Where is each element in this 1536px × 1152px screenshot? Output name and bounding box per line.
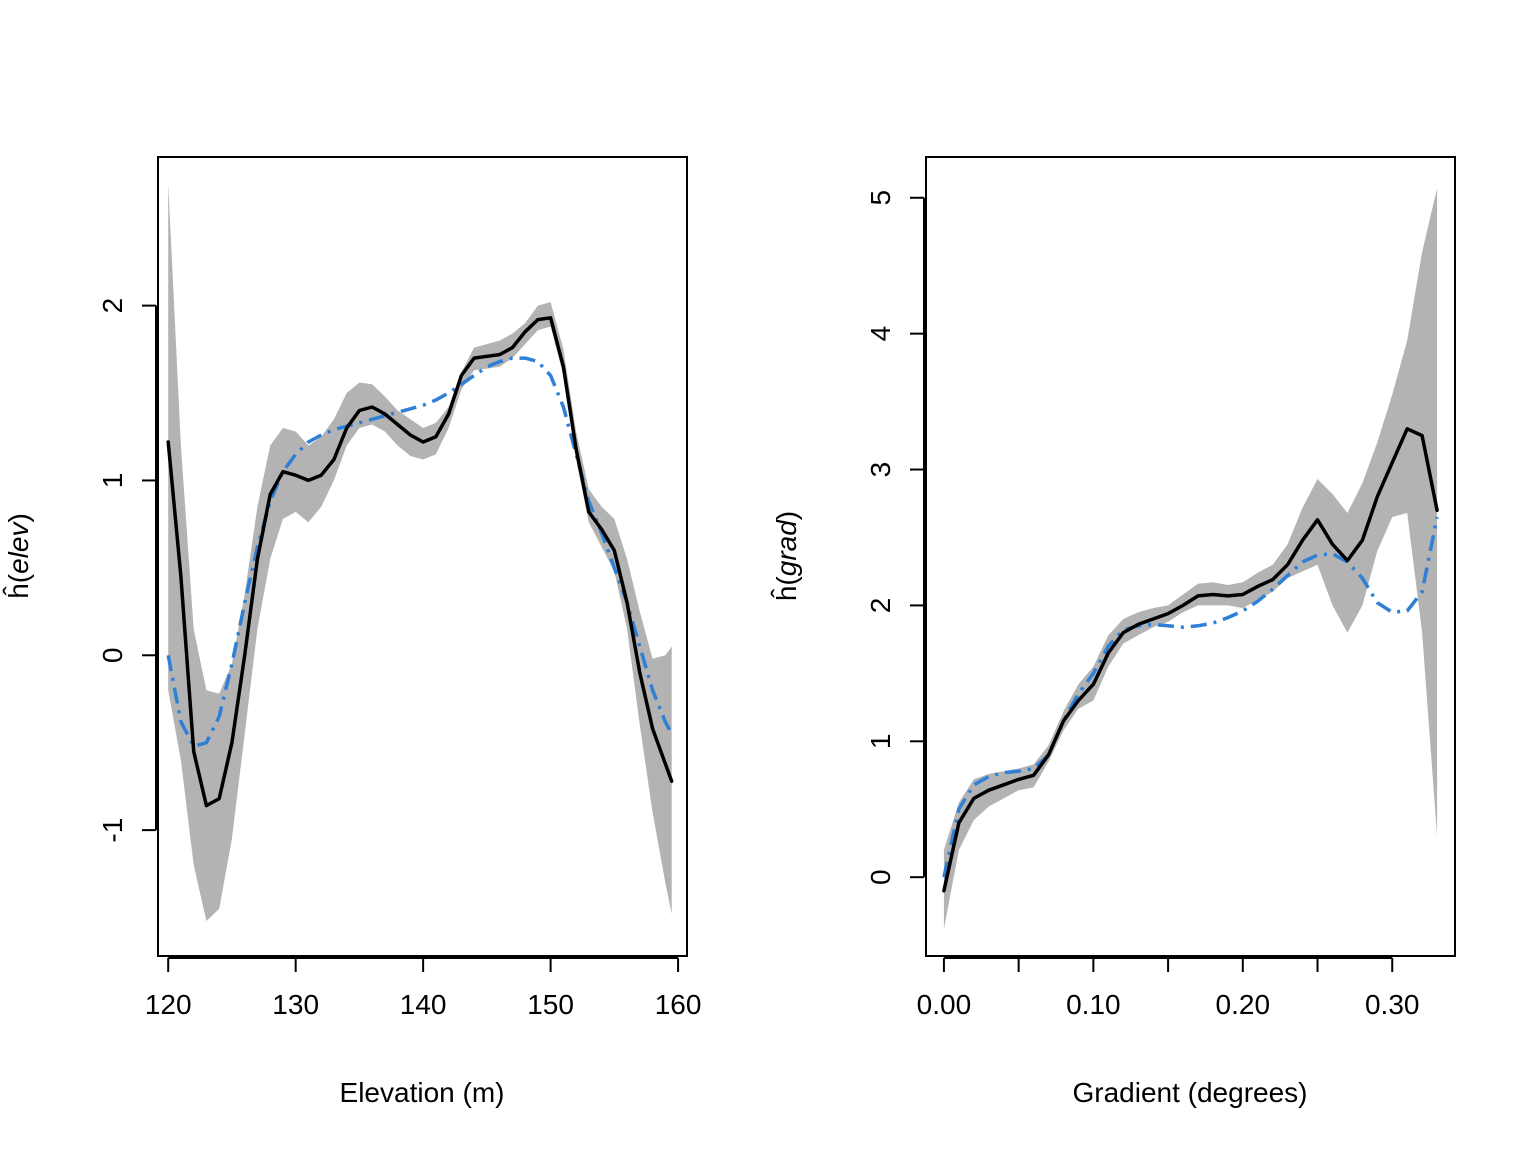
elevation-y-tick-label: 1 xyxy=(97,473,128,489)
elevation-x-tick-label: 130 xyxy=(272,989,319,1020)
gradient-y-tick-label: 5 xyxy=(865,190,896,206)
elevation-x-tick-label: 160 xyxy=(655,989,702,1020)
elevation-estimate-line xyxy=(166,316,674,808)
gradient-y-tick-label: 1 xyxy=(865,734,896,750)
elevation-y-tick-label: 2 xyxy=(97,298,128,314)
gradient-x-tick-label: 0.30 xyxy=(1365,989,1420,1020)
gradient-x-tick-label: 0.10 xyxy=(1066,989,1121,1020)
elevation-x-tick-label: 120 xyxy=(145,989,192,1020)
gradient-y-tick-label: 4 xyxy=(865,326,896,342)
gradient-axes: 0.00 0.10 0.20 0.30 0 1 2 3 4 5 xyxy=(865,190,1419,1020)
elevation-y-axis-title: ĥ(elev) xyxy=(2,513,34,599)
gradient-plot-frame xyxy=(925,156,1456,957)
gradient-y-axis-title: ĥ(grad) xyxy=(770,511,802,601)
elevation-y-tick-label: 0 xyxy=(97,647,128,663)
elevation-x-tick-label: 150 xyxy=(527,989,574,1020)
elevation-x-tick-label: 140 xyxy=(400,989,447,1020)
gradient-panel: 0.00 0.10 0.20 0.30 0 1 2 3 4 5 Gradient (degrees… xyxy=(770,156,1456,1108)
elevation-reference-line xyxy=(166,356,674,748)
gradient-y-tick-label: 0 xyxy=(865,869,896,885)
gradient-x-tick-label: 0.20 xyxy=(1216,989,1271,1020)
gradient-estimate-line xyxy=(942,427,1439,893)
elevation-y-tick-label: -1 xyxy=(97,818,128,843)
elevation-panel: 120 130 140 150 160 -1 0 1 2 Elevation (m) ĥ(ele… xyxy=(2,156,701,1108)
elevation-plot-area xyxy=(166,183,674,921)
gradient-x-axis-title: Gradient (degrees) xyxy=(1072,1077,1307,1108)
gradient-y-tick-label: 2 xyxy=(865,598,896,614)
gradient-confidence-band xyxy=(943,188,1438,929)
elevation-plot-frame xyxy=(157,156,688,957)
gradient-plot-area xyxy=(942,188,1439,929)
elevation-x-axis-title: Elevation (m) xyxy=(340,1077,505,1108)
elevation-confidence-band xyxy=(168,183,672,921)
gradient-x-tick-label: 0.00 xyxy=(917,989,972,1020)
gradient-y-tick-label: 3 xyxy=(865,462,896,478)
elevation-axes: 120 130 140 150 160 -1 0 1 2 xyxy=(97,298,701,1020)
